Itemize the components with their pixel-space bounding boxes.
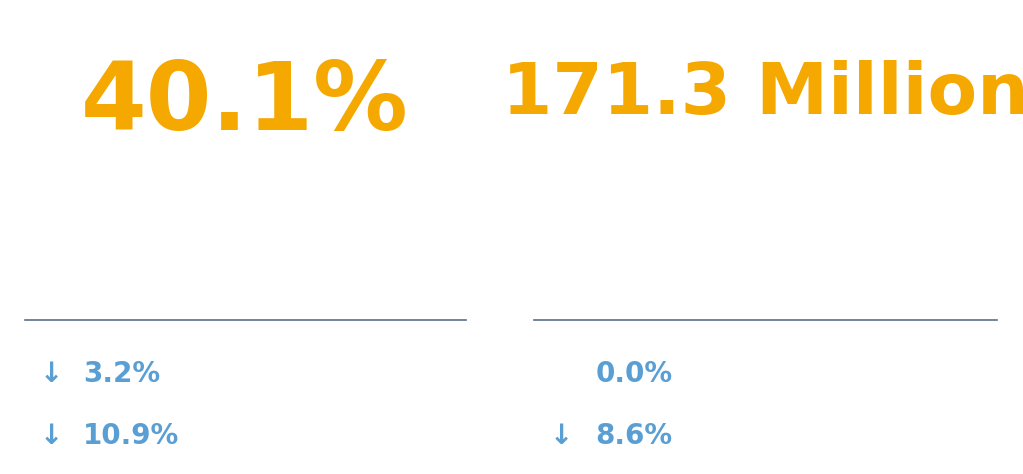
Text: since last week: since last week: [185, 360, 436, 389]
Text: since last month: since last month: [703, 422, 972, 450]
Text: 8.6%: 8.6%: [595, 422, 673, 450]
Text: ↓: ↓: [549, 422, 573, 450]
Text: —: —: [549, 360, 577, 389]
Text: 10.9%: 10.9%: [83, 422, 180, 450]
Text: of the U.S. and 47.57% of
the lower 48 states are in
drought this week.: of the U.S. and 47.57% of the lower 48 s…: [53, 189, 437, 285]
Text: ↓: ↓: [39, 360, 62, 389]
Text: 0.0%: 0.0%: [595, 360, 673, 389]
Text: 40.1%: 40.1%: [81, 58, 409, 150]
Text: since last month: since last month: [209, 422, 478, 450]
Text: ↓: ↓: [39, 422, 62, 450]
Text: acres of crops in U.S. are
experiencing drought
conditions this week.: acres of crops in U.S. are experiencing …: [578, 189, 952, 285]
Text: 171.3 Million: 171.3 Million: [502, 60, 1023, 129]
Text: since last week: since last week: [703, 360, 952, 389]
Text: 3.2%: 3.2%: [83, 360, 161, 389]
